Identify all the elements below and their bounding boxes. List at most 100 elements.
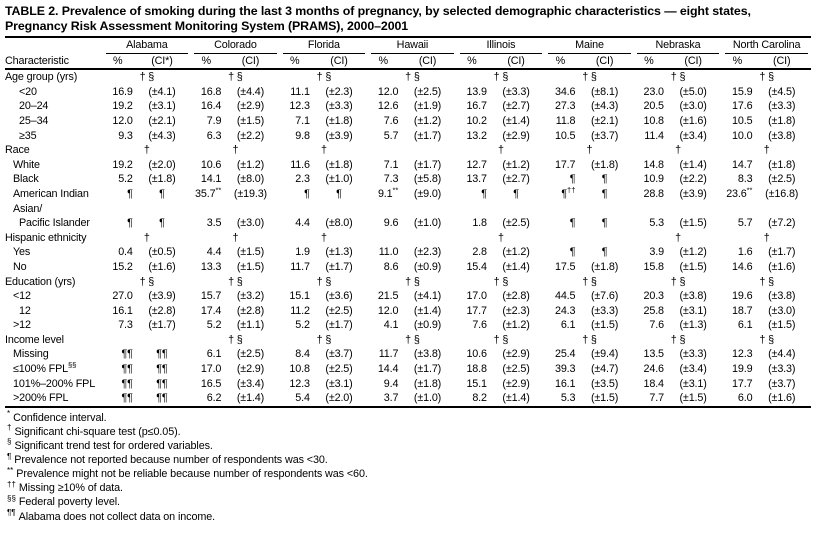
percent-cell: 18.7 <box>732 304 753 317</box>
state-header: Nebraska <box>634 38 723 54</box>
percent-cell: 1.8 <box>472 217 487 230</box>
table-row: Asian/ <box>5 202 811 217</box>
ci-cell: (±1.4) <box>486 391 546 408</box>
footnote-symbol: †† <box>7 479 16 489</box>
table-row: 25–34 12.0 (±2.1) 7.9 (±1.5) 7.1 (±1.8) 7.6 (±1.… <box>5 114 811 129</box>
ci-cell: (±2.5) <box>325 363 353 376</box>
percent-header: % <box>279 53 310 71</box>
ci-cell: (±1.6) <box>148 260 176 273</box>
percent-cell: 44.5 <box>554 290 576 303</box>
percent-cell: 15.1 <box>466 377 487 390</box>
percent-cell: 5.4 <box>279 391 310 408</box>
ci-cell: (±4.1) <box>148 85 176 98</box>
state-name: Nebraska <box>636 38 720 54</box>
row-label: Age group (yrs) <box>5 71 78 84</box>
ci-header: (CI) <box>752 53 811 71</box>
ci-cell: (±4.7) <box>590 363 619 376</box>
ci-cell: (±1.5) <box>236 260 265 273</box>
ci-cell: (±2.5) <box>768 173 796 186</box>
percent-cell: 24.6 <box>643 363 665 376</box>
percent-cell: 16.1 <box>112 304 133 317</box>
section-symbol-cell: † § <box>670 333 686 346</box>
percent-cell: ¶¶ <box>121 363 133 376</box>
state-header: Illinois <box>457 38 546 54</box>
percent-cell: 9.4 <box>383 377 399 390</box>
row-label: White <box>13 158 40 171</box>
percent-cell: 17.0 <box>466 290 487 303</box>
footnote: ** Prevalence might not be reliable becau… <box>5 466 811 481</box>
characteristic-header: Characteristic <box>5 53 103 71</box>
percent-cell: 35.7** <box>195 185 222 200</box>
percent-cell: 16.4 <box>200 100 222 113</box>
percent-cell: ¶ <box>127 187 133 200</box>
footnote-symbol: §§ <box>7 493 16 503</box>
percent-cell: 9.8 <box>295 129 310 142</box>
percent-cell: 16.9 <box>112 85 133 98</box>
ci-cell: (±1.2) <box>236 158 265 171</box>
ci-cell: (±3.0) <box>768 304 796 317</box>
footnote-text: Alabama does not collect data on income. <box>18 510 216 523</box>
table-row: No 15.2 (±1.6) 13.3 (±1.5) 11.7 (±1.7) 8.6 (±0.9… <box>5 260 811 275</box>
percent-cell: 12.3 <box>289 100 310 113</box>
percent-cell: 11.7 <box>290 260 310 273</box>
footnote: ¶¶ Alabama does not collect data on incom… <box>5 508 811 524</box>
table-row: 101%–200% FPL ¶¶ ¶¶ 16.5 (±3.4) 12.3 (±3.1) 9.4… <box>5 377 811 392</box>
percent-cell: 10.8 <box>643 114 665 127</box>
state-name: Alabama <box>105 38 189 54</box>
ci-cell: (±3.0) <box>679 100 707 113</box>
percent-cell: 19.6 <box>732 290 753 303</box>
percent-cell: 5.7 <box>383 129 399 142</box>
percent-cell: 10.5 <box>732 114 753 127</box>
ci-cell: (±2.5) <box>502 363 530 376</box>
ci-cell: (±3.5) <box>590 377 619 390</box>
ci-cell: (±1.8) <box>590 260 619 273</box>
percent-cell: 23.6** <box>726 185 753 200</box>
table-header: Alabama Colorado Florida Hawaii Illinois Main… <box>5 38 811 71</box>
percent-cell: 1.6 <box>737 246 753 259</box>
footnote: § Significant trend test for ordered vari… <box>5 438 811 453</box>
ci-cell: (±2.5) <box>413 85 442 98</box>
percent-cell: 7.3 <box>118 319 133 332</box>
percent-cell: 6.2 <box>191 391 221 408</box>
percent-cell: 14.1 <box>200 173 222 186</box>
table-row: Hispanic ethnicity † † † † † † <box>5 231 811 246</box>
ci-cell: (±7.2) <box>768 217 796 230</box>
state-header: Hawaii <box>368 38 457 54</box>
ci-cell: (±1.3) <box>325 246 353 259</box>
percent-cell: 11.7 <box>378 348 399 361</box>
section-symbol-cell: † <box>320 144 327 157</box>
footnote-marker: †† <box>567 185 576 195</box>
percent-cell: 17.6 <box>732 100 753 113</box>
ci-cell: (±2.9) <box>502 377 530 390</box>
ci-cell: (±2.9) <box>502 129 530 142</box>
percent-cell: ¶ <box>127 217 133 230</box>
percent-cell: 15.7 <box>200 290 222 303</box>
ci-cell: ¶¶ <box>156 348 168 361</box>
ci-cell: ¶¶ <box>132 391 192 408</box>
ci-cell: (±8.1) <box>590 85 619 98</box>
ci-cell: (±1.6) <box>768 260 796 273</box>
ci-cell: (±2.5) <box>502 217 530 230</box>
percent-cell: 0.4 <box>118 246 133 259</box>
section-symbol-cell: † § <box>759 275 774 288</box>
row-label: 12 <box>19 304 31 317</box>
section-symbol-cell: † § <box>228 71 243 84</box>
table-title-line2: Pregnancy Risk Assessment Monitoring Sys… <box>5 19 409 33</box>
table-row: ≥35 9.3 (±4.3) 6.3 (±2.2) 9.8 (±3.9) 5.7 (±1.7) 1… <box>5 129 811 144</box>
percent-cell: 27.0 <box>112 290 133 303</box>
ci-cell: (±0.9) <box>413 319 442 332</box>
ci-cell: (±1.5) <box>679 260 707 273</box>
table-title: TABLE 2. Prevalence of smoking during th… <box>5 4 811 38</box>
ci-cell: (±3.9) <box>679 187 707 200</box>
percent-cell: 9.3 <box>118 129 133 142</box>
ci-cell: (±2.2) <box>236 129 265 142</box>
section-symbol-cell: † <box>498 231 504 244</box>
corner-cell <box>5 38 103 54</box>
ci-cell: (±3.9) <box>148 290 176 303</box>
percent-cell: 8.3 <box>737 173 753 186</box>
ci-cell: (±1.5) <box>679 217 707 230</box>
percent-cell: 4.1 <box>383 319 399 332</box>
ci-cell: (±4.3) <box>148 129 176 142</box>
ci-cell: (±19.3) <box>233 187 268 200</box>
ci-cell: (±4.5) <box>768 85 796 98</box>
